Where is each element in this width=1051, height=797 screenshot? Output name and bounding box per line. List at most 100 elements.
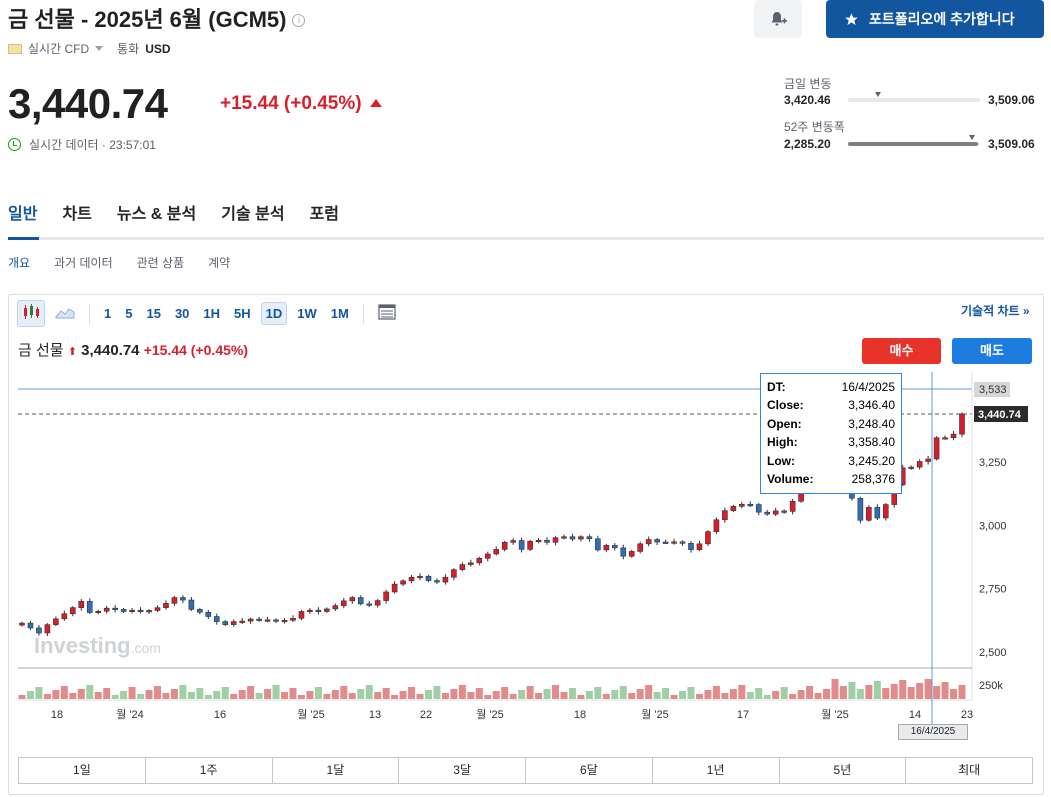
candlestick-icon[interactable] <box>17 300 45 327</box>
tab-forum[interactable]: 포럼 <box>309 206 340 223</box>
volume-bar <box>69 693 77 699</box>
volume-bar <box>86 685 94 699</box>
volume-bar <box>52 690 60 699</box>
subtab-related[interactable]: 관련 상품 <box>136 256 185 270</box>
period-1w[interactable]: 1주 <box>146 758 273 783</box>
tab-overview[interactable]: 일반 <box>8 206 38 223</box>
period-5y[interactable]: 5년 <box>780 758 907 783</box>
candle-body <box>273 619 279 622</box>
candle-body <box>569 536 576 540</box>
area-chart-icon[interactable] <box>51 302 79 325</box>
chart-toolbar: 1 5 15 30 1H 5H 1D 1W 1M <box>17 300 400 327</box>
high-tag-label: 3,533 <box>979 384 1007 396</box>
sub-tabs: 개요 과거 데이터 관련 상품 계약 <box>8 254 230 271</box>
day-low: 3,420.46 <box>784 93 831 107</box>
volume-bar <box>501 687 509 699</box>
interval-5[interactable]: 5 <box>125 306 133 321</box>
volume-bar <box>467 692 475 699</box>
volume-bar <box>196 688 204 699</box>
candle-body <box>70 607 76 615</box>
volume-bar <box>391 695 399 699</box>
tab-news[interactable]: 뉴스 & 분석 <box>116 206 197 223</box>
technical-chart-link[interactable]: 기술적 차트 » <box>961 304 1030 318</box>
period-3m[interactable]: 3달 <box>399 758 526 783</box>
price-tag-bg <box>974 406 1028 422</box>
volume-bar <box>450 689 458 699</box>
candle-body <box>713 519 720 532</box>
period-6m[interactable]: 6달 <box>526 758 653 783</box>
chevron-down-icon[interactable] <box>95 46 104 51</box>
volume-bar <box>577 695 585 699</box>
candle-body <box>772 510 779 515</box>
candle-body <box>53 618 59 625</box>
period-1d[interactable]: 1일 <box>19 758 146 783</box>
tabs-divider <box>8 237 1044 240</box>
candle-body <box>451 569 457 578</box>
subtab-contracts[interactable]: 계약 <box>208 256 231 270</box>
candle-body <box>468 562 474 565</box>
realtime-cfd-label[interactable]: 실시간 CFD <box>28 42 90 56</box>
volume-bar <box>306 691 314 699</box>
period-1m[interactable]: 1달 <box>273 758 400 783</box>
candle-body <box>205 611 212 617</box>
candle-body <box>781 510 787 513</box>
y-tick-label: 2,750 <box>979 584 1007 596</box>
volume-bar <box>120 691 128 699</box>
candle-body <box>595 538 601 551</box>
volume-bar <box>137 694 145 699</box>
volume-bar <box>399 691 407 699</box>
candle-body <box>383 591 389 601</box>
volume-bar <box>289 688 297 699</box>
volume-bar <box>662 688 670 699</box>
volume-bar <box>213 691 221 699</box>
candle-body <box>654 539 660 543</box>
subtab-historical[interactable]: 과거 데이터 <box>54 256 113 270</box>
sell-button[interactable]: 매도 <box>952 338 1032 364</box>
candle-body <box>493 549 500 555</box>
period-1y[interactable]: 1년 <box>653 758 780 783</box>
tooltip-row: Low: 3,245.20 <box>767 452 895 470</box>
week52-low: 2,285.20 <box>784 137 831 151</box>
table-view-icon[interactable] <box>374 301 400 326</box>
tab-chart[interactable]: 차트 <box>62 206 92 223</box>
day-high: 3,509.06 <box>988 93 1035 107</box>
volume-bar <box>255 693 263 699</box>
page-title: 금 선물 - 2025년 6월 (GCM5) i <box>8 2 306 34</box>
x-tick-label: 18 <box>51 709 63 721</box>
candle-body <box>561 536 567 539</box>
candle-body <box>36 627 42 634</box>
subtab-summary[interactable]: 개요 <box>8 256 31 270</box>
info-icon[interactable]: i <box>292 14 306 27</box>
interval-1d[interactable]: 1D <box>260 302 288 325</box>
candle-body <box>959 413 965 435</box>
last-price: 3,440.74 <box>8 80 168 127</box>
interval-1w[interactable]: 1W <box>297 306 317 321</box>
candle-body <box>933 437 940 460</box>
interval-1h[interactable]: 1H <box>203 306 221 321</box>
x-tick-label: 22 <box>420 709 432 721</box>
tab-technical[interactable]: 기술 분석 <box>221 206 285 223</box>
interval-5h[interactable]: 5H <box>234 306 251 321</box>
volume-bar <box>670 695 678 699</box>
volume-bar <box>585 691 593 699</box>
chart-grid <box>18 372 973 724</box>
period-max[interactable]: 최대 <box>958 763 981 777</box>
candle-body <box>476 557 483 564</box>
candle-body <box>95 610 102 614</box>
price-alert-button[interactable] <box>754 0 802 38</box>
currency-value: USD <box>145 41 171 56</box>
candle-body <box>925 458 931 462</box>
tooltip-value: 16/4/2025 <box>841 380 895 394</box>
candle-body <box>747 504 754 507</box>
candle-body <box>290 618 296 621</box>
buy-button[interactable]: 매수 <box>862 338 941 364</box>
volume-bar <box>755 688 763 699</box>
interval-1m[interactable]: 1M <box>330 306 349 321</box>
volume-bar <box>535 693 543 699</box>
interval-30[interactable]: 30 <box>174 306 190 321</box>
interval-15[interactable]: 15 <box>146 306 161 321</box>
interval-1[interactable]: 1 <box>104 306 112 321</box>
add-to-portfolio-button[interactable]: 포트폴리오에 추가합니다 <box>826 0 1044 38</box>
chart-quote-header: 금 선물 ⬆ 3,440.74 +15.44 (+0.45%) <box>18 339 248 360</box>
